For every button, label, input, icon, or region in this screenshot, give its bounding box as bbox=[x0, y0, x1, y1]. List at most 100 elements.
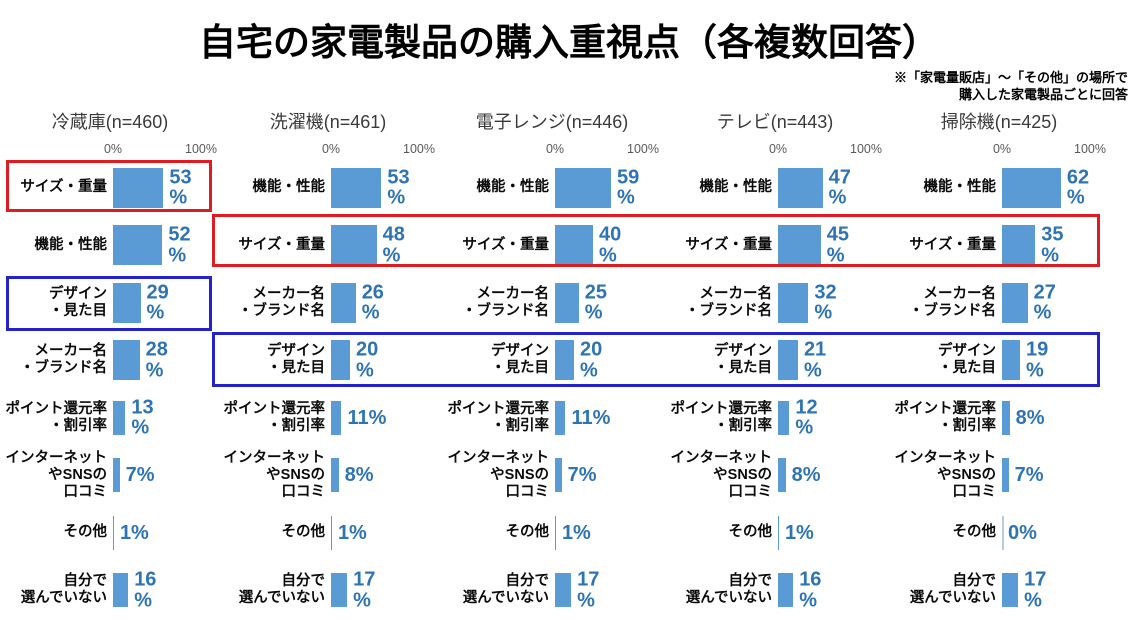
bar-row: サイズ・重量 40 % bbox=[446, 217, 658, 275]
category-label: メーカー名 ・ブランド名 bbox=[685, 285, 772, 319]
plot-area: 16 % bbox=[113, 562, 208, 620]
bar bbox=[331, 515, 332, 550]
value-label: 35 % bbox=[1041, 223, 1064, 267]
product-column: 洗濯機(n=461) 0% 100% 機能・性能 53 % サイズ・重量 48 … bbox=[222, 108, 435, 623]
category-label: デザイン ・見た目 bbox=[491, 343, 549, 377]
plot-area: 11% bbox=[555, 389, 650, 447]
plot-area: 1% bbox=[555, 504, 650, 562]
category-label: その他 bbox=[952, 524, 997, 541]
plot-area: 53 % bbox=[113, 159, 208, 217]
bar-row: メーカー名 ・ブランド名 26 % bbox=[222, 274, 434, 332]
category-label: ポイント還元率 ・割引率 bbox=[894, 400, 997, 434]
category-label: インターネット やSNSの 口コミ bbox=[223, 449, 326, 500]
axis-0-label: 0% bbox=[992, 142, 1012, 156]
category-label: ポイント還元率 ・割引率 bbox=[5, 400, 108, 434]
value-label: 32 % bbox=[814, 281, 837, 324]
category-label: サイズ・重量 bbox=[909, 236, 996, 253]
bar-row: ポイント還元率 ・割引率 12 % bbox=[669, 389, 881, 447]
value-label: 16 % bbox=[799, 568, 822, 612]
axis-100-label: 100% bbox=[185, 142, 217, 156]
plot-area: 47 % bbox=[778, 159, 873, 217]
value-label: 20 % bbox=[356, 338, 379, 382]
product-header: テレビ(n=443) bbox=[716, 112, 834, 132]
category-label: 機能・性能 bbox=[923, 179, 997, 196]
product-header: 電子レンジ(n=446) bbox=[475, 112, 629, 132]
category-label: 自分で 選んでいない bbox=[909, 573, 996, 607]
value-label: 53 % bbox=[169, 166, 192, 209]
plot-area: 45 % bbox=[778, 217, 873, 275]
plot-area: 26 % bbox=[331, 274, 426, 332]
bar bbox=[331, 458, 339, 493]
bar-row: デザイン ・見た目 20 % bbox=[222, 332, 434, 390]
value-label: 8% bbox=[344, 464, 374, 487]
category-label: 機能・性能 bbox=[252, 179, 326, 196]
category-label: サイズ・重量 bbox=[462, 236, 549, 253]
bar bbox=[331, 225, 377, 266]
bar-row: メーカー名 ・ブランド名 25 % bbox=[446, 274, 658, 332]
bar-row: ポイント還元率 ・割引率 8% bbox=[893, 389, 1105, 447]
bar-row: インターネット やSNSの 口コミ 8% bbox=[222, 447, 434, 505]
bar-row: 自分で 選んでいない 16 % bbox=[4, 562, 216, 620]
plot-area: 16 % bbox=[778, 562, 873, 620]
bar bbox=[555, 225, 593, 266]
category-label: サイズ・重量 bbox=[685, 236, 772, 253]
rows: 機能・性能 62 % サイズ・重量 35 % メーカー名 ・ブランド名 27 %… bbox=[893, 159, 1105, 619]
plot-area: 7% bbox=[555, 447, 650, 505]
rows: 機能・性能 47 % サイズ・重量 45 % メーカー名 ・ブランド名 32 %… bbox=[669, 159, 881, 619]
category-label: 自分で 選んでいない bbox=[462, 573, 549, 607]
bar-row: その他 1% bbox=[222, 504, 434, 562]
bar-row: 機能・性能 59 % bbox=[446, 159, 658, 217]
bar-row: 機能・性能 47 % bbox=[669, 159, 881, 217]
category-label: インターネット やSNSの 口コミ bbox=[894, 449, 997, 500]
plot-area: 8% bbox=[331, 447, 426, 505]
bar-row: デザイン ・見た目 29 % bbox=[4, 274, 216, 332]
bar bbox=[555, 458, 562, 493]
category-label: メーカー名 ・ブランド名 bbox=[909, 285, 996, 319]
bar bbox=[1002, 458, 1009, 493]
bar bbox=[555, 400, 566, 435]
value-label: 1% bbox=[119, 521, 149, 544]
product-column: 冷蔵庫(n=460) 0% 100% サイズ・重量 53 % 機能・性能 52 … bbox=[4, 108, 217, 623]
bar bbox=[113, 573, 129, 608]
bar bbox=[778, 167, 823, 208]
bar bbox=[778, 225, 821, 266]
bar bbox=[113, 282, 141, 323]
product-header: 掃除機(n=425) bbox=[940, 112, 1058, 132]
value-label: 8% bbox=[1015, 406, 1045, 429]
category-label: デザイン ・見た目 bbox=[714, 343, 772, 377]
bar bbox=[555, 340, 574, 381]
plot-area: 32 % bbox=[778, 274, 873, 332]
value-label: 0% bbox=[1008, 521, 1037, 544]
footnote-line-2: 購入した家電製品ごとに回答 bbox=[958, 86, 1128, 102]
bar-row: ポイント還元率 ・割引率 13 % bbox=[4, 389, 216, 447]
x-axis: 0% 100% bbox=[222, 135, 435, 159]
value-label: 62 % bbox=[1066, 166, 1090, 209]
plot-area: 53 % bbox=[331, 159, 426, 217]
plot-area: 21 % bbox=[778, 332, 873, 390]
plot-area: 20 % bbox=[331, 332, 426, 390]
value-label: 17 % bbox=[1024, 568, 1047, 612]
plot-area: 19 % bbox=[1002, 332, 1097, 390]
bar-row: メーカー名 ・ブランド名 32 % bbox=[669, 274, 881, 332]
category-label: その他 bbox=[728, 524, 773, 541]
plot-area: 1% bbox=[113, 504, 208, 562]
value-label: 7% bbox=[1014, 464, 1044, 487]
bar bbox=[555, 515, 556, 550]
plot-area: 27 % bbox=[1002, 274, 1097, 332]
product-header: 冷蔵庫(n=460) bbox=[51, 112, 169, 132]
value-label: 40 % bbox=[599, 223, 622, 267]
bar-row: その他 1% bbox=[446, 504, 658, 562]
plot-area: 7% bbox=[113, 447, 208, 505]
value-label: 53 % bbox=[387, 166, 410, 209]
x-axis: 0% 100% bbox=[669, 135, 882, 159]
category-label: メーカー名 ・ブランド名 bbox=[462, 285, 549, 319]
category-label: インターネット やSNSの 口コミ bbox=[447, 449, 550, 500]
plot-area: 0% bbox=[1002, 504, 1097, 562]
plot-area: 35 % bbox=[1002, 217, 1097, 275]
plot-area: 1% bbox=[331, 504, 426, 562]
category-label: 自分で 選んでいない bbox=[238, 573, 325, 607]
bar-row: メーカー名 ・ブランド名 28 % bbox=[4, 332, 216, 390]
bar bbox=[113, 225, 163, 266]
value-label: 48 % bbox=[382, 223, 405, 267]
value-label: 26 % bbox=[361, 281, 384, 324]
